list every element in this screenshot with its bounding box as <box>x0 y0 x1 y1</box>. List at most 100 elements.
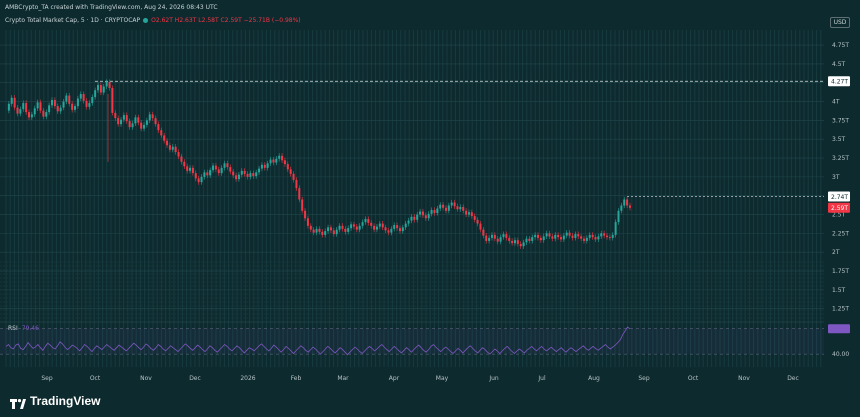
candle-body <box>258 168 261 173</box>
candle-body <box>401 227 404 232</box>
candle-body <box>125 115 128 122</box>
rsi-line <box>5 326 631 356</box>
candle-body <box>186 166 189 171</box>
candle-body <box>594 237 597 240</box>
candle-body <box>384 227 387 231</box>
candle-body <box>470 212 473 217</box>
candle-body <box>407 220 410 224</box>
time-tick-label: Mar <box>337 375 349 382</box>
candle-body <box>217 169 220 174</box>
candle-body <box>209 170 212 176</box>
candle-body <box>203 172 206 177</box>
candle-body <box>559 237 562 240</box>
candle-body <box>151 114 154 119</box>
candle-body <box>143 124 146 129</box>
candle-body <box>105 81 108 87</box>
candle-body <box>145 120 148 125</box>
candle-body <box>214 165 217 170</box>
candle-body <box>364 219 367 223</box>
rsi-legend[interactable]: RSI 79.46 <box>8 325 39 332</box>
candle-body <box>25 103 28 113</box>
candle-body <box>580 236 583 239</box>
candle-body <box>30 114 33 118</box>
candle-body <box>148 114 151 121</box>
time-tick-label: Dec <box>787 375 799 382</box>
candle-body <box>68 95 71 104</box>
candle-body <box>177 152 180 157</box>
candle-body <box>600 233 603 237</box>
candle-body <box>48 105 51 113</box>
candle-body <box>56 106 59 112</box>
candle-body <box>350 224 353 229</box>
candle-body <box>88 103 91 107</box>
candle-body <box>329 227 332 231</box>
candle-body <box>102 86 105 93</box>
candle-body <box>286 164 289 170</box>
tradingview-logo[interactable]: TradingView <box>10 394 100 409</box>
candle-body <box>416 214 419 220</box>
candle-body <box>10 97 13 104</box>
candle-body <box>212 165 215 171</box>
candle-body <box>140 122 143 129</box>
candle-body <box>393 225 396 229</box>
symbol-title[interactable]: Crypto Total Market Cap, 5 · 1D · CRYPTO… <box>5 17 141 24</box>
candle-body <box>433 210 436 214</box>
candle-body <box>128 121 131 128</box>
candle-body <box>272 159 275 163</box>
candle-body <box>496 238 499 242</box>
price-chart[interactable]: 4.75T4.5T4.25T4T3.75T3.5T3.25T3T2.75T2.5… <box>0 0 860 385</box>
candle-body <box>154 118 157 125</box>
creator-attribution: AMBCrypto_TA created with TradingView.co… <box>5 4 218 11</box>
price-tick-label: 4.5T <box>832 61 846 68</box>
candle-body <box>194 173 197 179</box>
symbol-legend[interactable]: Crypto Total Market Cap, 5 · 1D · CRYPTO… <box>5 17 301 24</box>
candle-body <box>243 170 246 174</box>
candle-body <box>33 108 36 115</box>
candle-body <box>79 94 82 99</box>
candle-body <box>442 204 445 208</box>
candle-body <box>410 216 413 221</box>
candle-body <box>304 210 307 219</box>
candle-body <box>315 228 318 233</box>
candle-body <box>450 202 453 206</box>
candle-body <box>220 167 223 174</box>
candle-body <box>528 238 531 241</box>
candle-body <box>91 97 94 104</box>
candle-body <box>278 155 281 159</box>
price-tag-label: 2.59T <box>831 205 848 212</box>
candle-body <box>260 164 263 169</box>
candle-body <box>335 229 338 235</box>
candle-body <box>375 226 378 230</box>
price-tag <box>828 76 850 87</box>
candle-body <box>341 225 344 229</box>
time-tick-label: Jul <box>537 375 546 382</box>
candle-body <box>269 159 272 164</box>
candle-body <box>137 117 140 123</box>
candle-body <box>76 98 79 107</box>
candle-body <box>427 213 430 219</box>
price-tick-label: 2.25T <box>832 230 849 237</box>
time-tick-label: Oct <box>688 375 699 382</box>
candle-body <box>28 112 31 118</box>
candle-body <box>476 219 479 224</box>
candle-body <box>439 204 442 209</box>
candle-body <box>516 240 519 244</box>
candle-body <box>502 234 505 238</box>
candle-body <box>183 161 186 167</box>
tradingview-logo-icon <box>10 395 26 409</box>
candle-body <box>266 163 269 168</box>
candle-body <box>404 223 407 228</box>
price-tick-label: 1.75T <box>832 268 849 275</box>
candle-body <box>94 90 97 98</box>
candle-body <box>614 222 617 235</box>
candle-body <box>611 234 614 238</box>
candle-body <box>16 107 19 114</box>
currency-badge[interactable]: USD <box>830 17 850 28</box>
candle-body <box>459 207 462 210</box>
time-tick-label: Apr <box>389 375 400 382</box>
price-tick-label: 3.75T <box>832 117 849 124</box>
candle-body <box>174 146 177 153</box>
time-tick-label: Jun <box>488 375 499 382</box>
candle-body <box>424 215 427 219</box>
candle-body <box>295 179 298 189</box>
